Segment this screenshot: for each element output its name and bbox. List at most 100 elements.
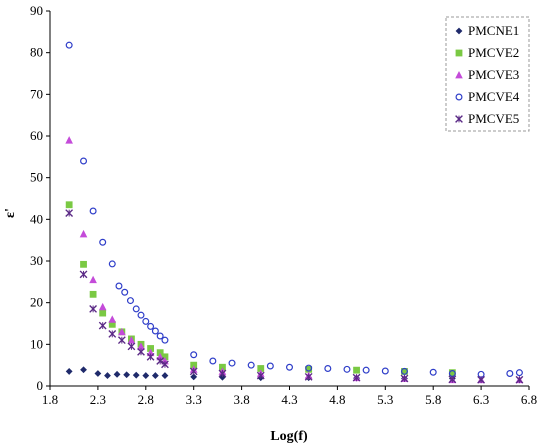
data-point: [352, 373, 361, 382]
series-pmcve3: [65, 136, 524, 384]
y-tick-label: 10: [30, 336, 43, 351]
data-point: [189, 367, 198, 376]
legend-label-pmcve2: PMCVE2: [468, 45, 519, 60]
data-point: [218, 369, 227, 378]
series-pmcve4: [65, 41, 523, 378]
data-point: [137, 342, 145, 350]
data-point: [161, 360, 169, 369]
legend-label-pmcne1: PMCNE1: [468, 23, 519, 38]
x-tick-label: 6.8: [521, 392, 537, 407]
x-tick-labels: 1.8 2.3 2.8 3.3 3.8 4.3 4.8 5.3 5.8 6.3 6.8: [42, 386, 537, 407]
x-tick-label: 6.3: [473, 392, 489, 407]
data-point: [247, 361, 255, 369]
data-point: [381, 367, 389, 375]
data-point: [156, 332, 164, 340]
data-point: [80, 157, 88, 165]
data-point: [65, 209, 74, 217]
data-point: [142, 372, 150, 379]
data-point: [286, 363, 294, 371]
data-point: [89, 290, 97, 298]
data-point: [142, 317, 150, 325]
data-point: [65, 201, 73, 209]
data-point: [137, 311, 145, 319]
y-tick-label: 70: [30, 86, 43, 101]
data-point: [156, 357, 165, 365]
legend-marker-pmcne1: [455, 27, 463, 35]
data-point: [108, 260, 116, 268]
x-tick-label: 2.8: [138, 392, 154, 407]
data-point: [257, 365, 265, 372]
data-point: [146, 352, 155, 361]
data-point: [123, 371, 131, 379]
data-point: [190, 361, 198, 369]
data-point: [132, 371, 140, 379]
data-point: [117, 336, 126, 345]
data-point: [89, 207, 97, 215]
data-point: [126, 297, 134, 305]
data-point: [132, 305, 140, 313]
legend-marker-pmcve2: [455, 49, 463, 57]
x-tick-label: 1.8: [42, 392, 58, 407]
x-tick-label: 4.3: [281, 392, 297, 407]
y-tick-label: 80: [30, 45, 43, 60]
data-point: [304, 372, 313, 381]
data-point: [147, 345, 154, 352]
data-point: [94, 370, 102, 377]
legend-label-pmcve5: PMCVE5: [468, 111, 519, 126]
data-point: [147, 322, 155, 330]
data-point: [477, 375, 485, 384]
data-point: [65, 368, 73, 375]
y-tick-label: 30: [30, 253, 43, 268]
x-tick-label: 4.8: [329, 392, 345, 407]
series-pmcve5: [65, 209, 524, 384]
data-point: [256, 371, 265, 380]
data-point: [65, 136, 73, 144]
legend-marker-pmcve3: [455, 71, 463, 79]
data-point: [151, 327, 159, 335]
y-axis-title: ε': [3, 208, 18, 218]
legend-marker-pmcve4: [455, 93, 463, 101]
data-point: [99, 238, 107, 246]
data-point: [127, 336, 136, 344]
y-tick-label: 0: [37, 378, 44, 393]
x-tick-label: 2.3: [90, 392, 106, 407]
data-point: [401, 368, 408, 375]
data-point: [118, 327, 126, 336]
x-tick-label: 5.3: [377, 392, 393, 407]
data-point: [121, 288, 129, 296]
x-tick-label: 3.8: [233, 392, 249, 407]
data-point: [115, 282, 123, 290]
data-point: [506, 370, 514, 378]
data-point: [79, 270, 88, 279]
data-point: [161, 353, 169, 361]
data-point: [400, 367, 408, 375]
series-pmcve2: [65, 201, 456, 377]
x-tick-label: 5.8: [425, 392, 441, 407]
data-point: [104, 372, 111, 379]
data-point: [448, 369, 456, 377]
data-point: [190, 373, 198, 381]
data-point: [515, 369, 523, 377]
data-point: [108, 315, 117, 323]
x-tick-label: 3.3: [186, 392, 202, 407]
data-point: [113, 370, 121, 378]
plot-area: [65, 41, 524, 384]
data-point: [219, 373, 226, 381]
data-point: [305, 365, 313, 373]
data-point: [324, 365, 332, 373]
data-point: [89, 305, 98, 313]
data-point: [515, 375, 524, 384]
legend-label-pmcve3: PMCVE3: [468, 67, 519, 82]
y-tick-label: 60: [30, 128, 43, 143]
y-tick-labels: 0 10 20 30 40 50 60 70 80 90: [30, 3, 50, 393]
data-point: [429, 368, 437, 376]
data-point: [98, 321, 107, 330]
data-point: [79, 229, 88, 238]
y-tick-label: 20: [30, 295, 43, 310]
data-point: [305, 364, 313, 372]
data-point: [190, 351, 198, 359]
y-tick-label: 90: [30, 3, 43, 18]
data-point: [80, 366, 87, 374]
data-point: [99, 309, 107, 317]
